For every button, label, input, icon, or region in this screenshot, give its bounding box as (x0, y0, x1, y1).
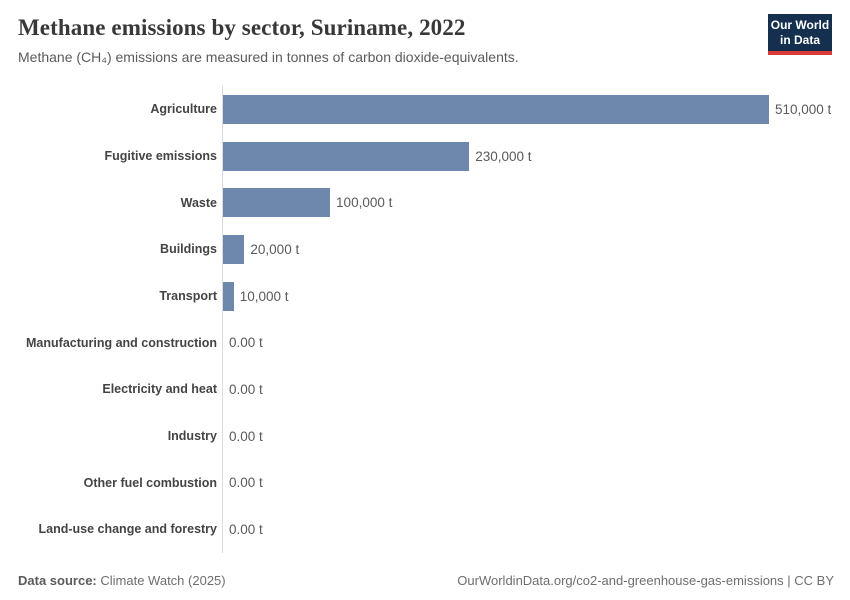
bar[interactable] (223, 234, 245, 264)
bar-rows: Agriculture 510,000 t Fugitive emissions 23… (0, 86, 850, 553)
value-label: 0.00 t (229, 335, 263, 351)
category-label: Transport (159, 288, 217, 303)
value-label: 0.00 t (229, 522, 263, 538)
owid-logo[interactable]: Our World in Data (768, 14, 832, 55)
bar[interactable] (223, 188, 331, 218)
category-label: Other fuel combustion (83, 475, 217, 490)
bar[interactable] (223, 94, 769, 124)
bar-track: 510,000 t (222, 86, 850, 133)
chart-title: Methane emissions by sector, Suriname, 2… (18, 15, 466, 40)
title-block: Methane emissions by sector, Suriname, 2… (18, 14, 519, 65)
value-label: 20,000 t (250, 241, 300, 257)
value-label: 0.00 t (229, 428, 263, 444)
bar-row: Industry 0.00 t (0, 412, 850, 460)
value-label: 0.00 t (229, 381, 263, 397)
bar[interactable] (223, 281, 234, 311)
owid-logo-line2: in Data (779, 33, 820, 47)
category-label: Waste (180, 195, 217, 210)
bar-row: Buildings 20,000 t (0, 226, 850, 273)
bar-row: Waste 100,000 t (0, 179, 850, 227)
bar-chart: Agriculture 510,000 t Fugitive emissions 23… (0, 86, 850, 553)
bar-row: Manufacturing and construction 0.00 t (0, 319, 850, 367)
category-label: Agriculture (150, 102, 217, 117)
bar-row: Land-use change and forestry 0.00 t (0, 506, 850, 553)
chart-subtitle: Methane (CH₄) emissions are measured in … (18, 48, 519, 65)
value-label: 10,000 t (239, 288, 289, 304)
value-label: 230,000 t (475, 148, 532, 164)
attribution-link[interactable]: OurWorldinData.org/co2-and-greenhouse-ga… (457, 573, 834, 588)
bar-row: Agriculture 510,000 t (0, 86, 850, 133)
data-source: Data source: Climate Watch (2025) (18, 573, 226, 588)
bar-track: 0.00 t (222, 366, 850, 413)
bar-row: Transport 10,000 t (0, 272, 850, 320)
bar-row: Other fuel combustion 0.00 t (0, 459, 850, 507)
bar-track: 100,000 t (222, 179, 850, 227)
category-label: Buildings (160, 242, 217, 257)
bar-track: 230,000 t (222, 132, 850, 180)
bar-track: 10,000 t (222, 272, 850, 320)
bar-track: 20,000 t (222, 226, 850, 273)
bar-track: 0.00 t (222, 506, 850, 553)
category-label: Land-use change and forestry (38, 522, 217, 537)
owid-logo-line1: Our World (770, 18, 830, 32)
data-source-value: Climate Watch (2025) (100, 573, 226, 588)
data-source-label: Data source: (18, 573, 97, 588)
value-label: 510,000 t (775, 101, 832, 117)
category-label: Electricity and heat (102, 382, 217, 397)
category-label: Fugitive emissions (104, 148, 217, 163)
bar-track: 0.00 t (222, 459, 850, 507)
category-label: Industry (167, 428, 217, 443)
bar[interactable] (223, 141, 470, 171)
bar-track: 0.00 t (222, 319, 850, 367)
value-label: 0.00 t (229, 475, 263, 491)
chart-header: Methane emissions by sector, Suriname, 2… (0, 0, 850, 65)
bar-row: Fugitive emissions 230,000 t (0, 132, 850, 180)
bar-track: 0.00 t (222, 412, 850, 460)
chart-footer: Data source: Climate Watch (2025) OurWor… (18, 573, 834, 588)
category-label: Manufacturing and construction (26, 335, 217, 350)
bar-row: Electricity and heat 0.00 t (0, 366, 850, 413)
value-label: 100,000 t (336, 195, 393, 211)
